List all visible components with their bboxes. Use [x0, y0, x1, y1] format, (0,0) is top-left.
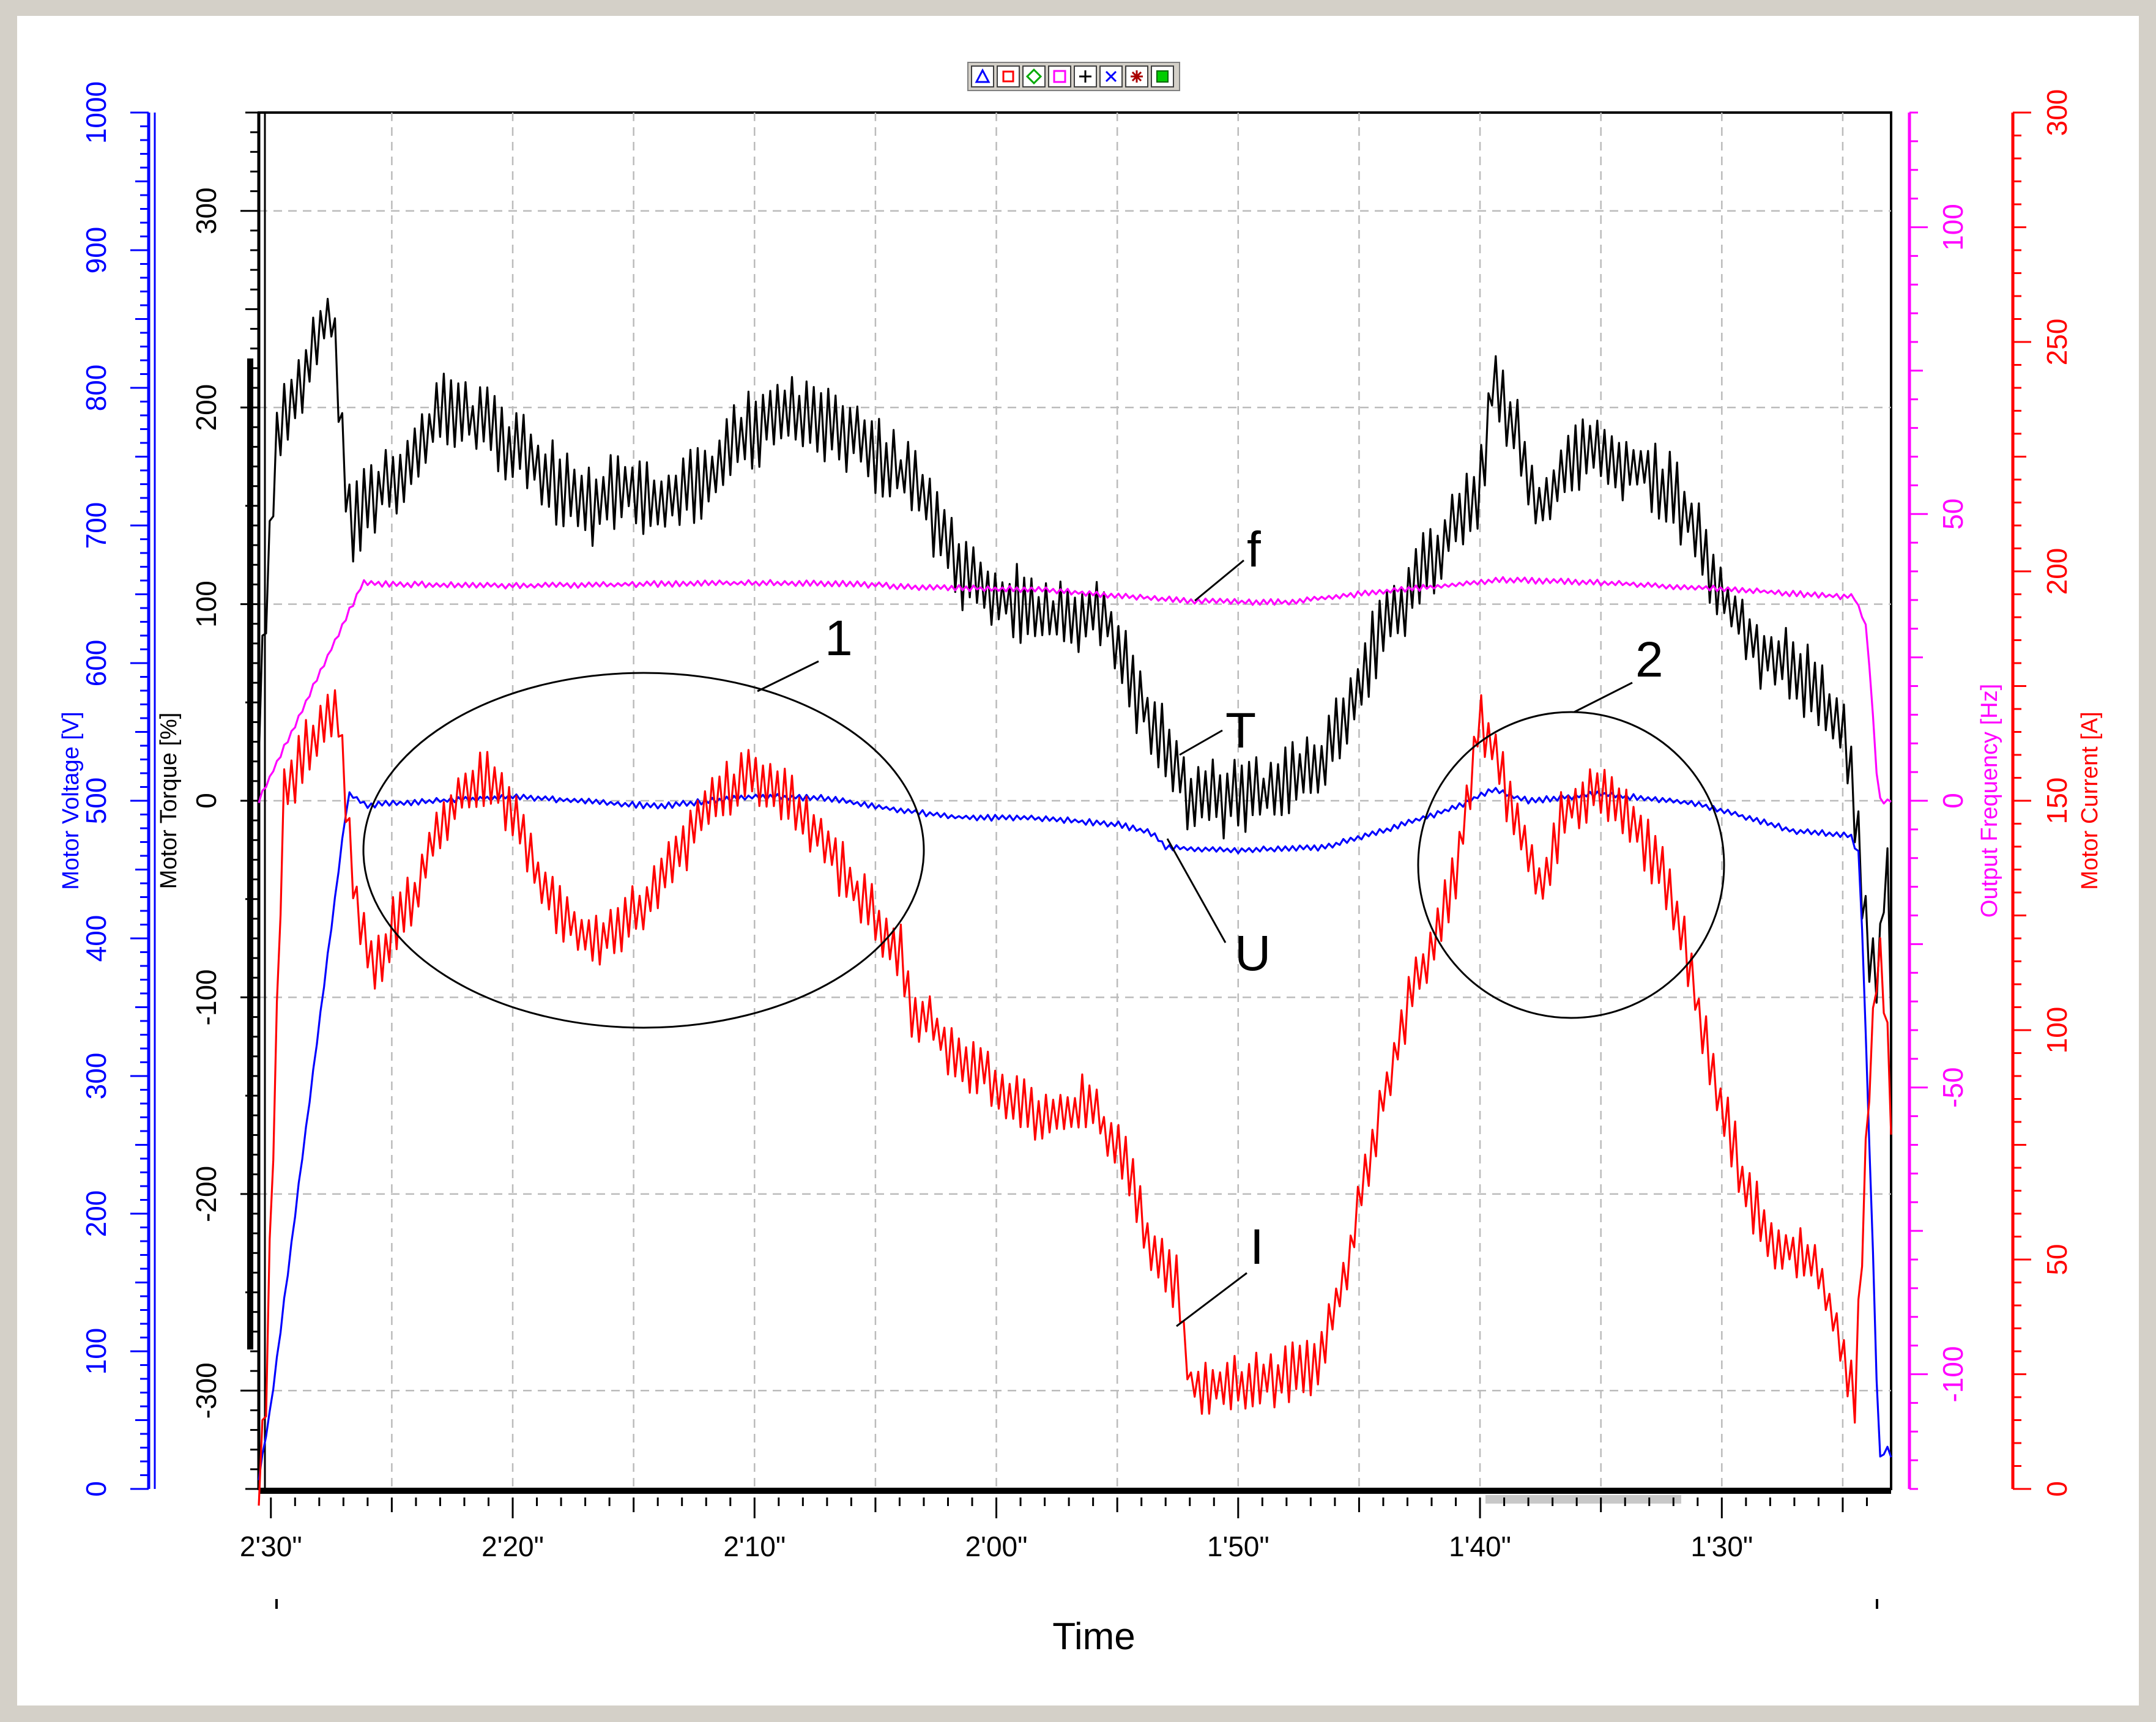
- voltage-tick-label: 100: [80, 1328, 112, 1375]
- torque-tick-label: 0: [190, 793, 222, 809]
- frequency-axis: -100 -50 0 50 100: [1908, 111, 1969, 1490]
- filled-square-marker-icon: [1151, 65, 1174, 87]
- annotation-i: I: [1176, 1219, 1264, 1327]
- marker-shape: [1105, 70, 1117, 83]
- torque-tick-label: -200: [190, 1166, 222, 1222]
- toolbar-button: [997, 65, 1020, 87]
- triangle-marker-icon: [971, 65, 994, 87]
- time-axis-scrollbar: [1485, 1495, 1681, 1504]
- marker-shape: [1002, 70, 1014, 83]
- marker-shape: [975, 68, 991, 83]
- chart-frame: 0 100 200 300 400 500 600 700 800 900 1000 -300 -20…: [17, 16, 2139, 1705]
- frequency-tick-label: 100: [1937, 204, 1969, 251]
- annotation-label-1: 1: [825, 610, 853, 666]
- toolbar-button: [1048, 65, 1071, 87]
- torque-tick-label: -300: [190, 1362, 222, 1419]
- frequency-axis-title: Output Frequency [Hz]: [1977, 684, 2002, 918]
- voltage-tick-label: 0: [80, 1481, 112, 1497]
- current-axis: 0 50 100 150 200 250 300: [2011, 89, 2073, 1497]
- toolbar-button: [1125, 65, 1148, 87]
- time-tick-label: 1'30": [1690, 1531, 1753, 1562]
- time-tick-label: 2'20": [481, 1531, 544, 1562]
- diamond-marker-icon: [1022, 65, 1046, 87]
- annotation-t: T: [1179, 703, 1256, 759]
- series-lines: [258, 297, 1892, 1506]
- x-marker-icon: [1099, 65, 1123, 87]
- torque-tick-label: 100: [190, 581, 222, 628]
- annotation-label-t: T: [1225, 703, 1256, 759]
- toolbar-button: [1074, 65, 1097, 87]
- current-tick-label: 300: [2041, 89, 2073, 136]
- annotation-label-f: f: [1247, 522, 1261, 577]
- annotation-u: U: [1166, 838, 1271, 981]
- torque-tick-label: -100: [190, 969, 222, 1025]
- marker-shape: [1053, 70, 1066, 83]
- square-marker-icon: [997, 65, 1020, 87]
- current-tick-label: 200: [2041, 548, 2073, 595]
- torque-tick-label: 300: [190, 187, 222, 234]
- time-tick-label: 1'40": [1449, 1531, 1511, 1562]
- plus-marker-icon: [1074, 65, 1097, 87]
- legend-toolbar: [967, 62, 1180, 91]
- marker-shape: [1156, 70, 1169, 83]
- annotation-ellipse-1: 1: [362, 610, 925, 1029]
- torque-tick-label: 200: [190, 384, 222, 431]
- marker-shape: [1131, 71, 1142, 82]
- annotation-label-i: I: [1250, 1219, 1264, 1275]
- frequency-tick-label: 50: [1937, 499, 1969, 530]
- current-tick-label: 250: [2041, 319, 2073, 366]
- series-line-i: [258, 689, 1892, 1506]
- voltage-tick-label: 500: [80, 777, 112, 825]
- current-tick-label: 150: [2041, 777, 2073, 825]
- time-tick-label: 2'30": [240, 1531, 302, 1562]
- voltage-tick-label: 900: [80, 227, 112, 274]
- voltage-tick-label: 800: [80, 365, 112, 412]
- voltage-tick-label: 400: [80, 915, 112, 962]
- torque-axis-title: Motor Torque [%]: [156, 713, 182, 889]
- star-marker-icon: [1125, 65, 1148, 87]
- voltage-tick-label: 300: [80, 1053, 112, 1100]
- frequency-tick-label: -50: [1937, 1067, 1969, 1108]
- torque-axis: -300 -200 -100 0 100 200 300: [190, 111, 266, 1490]
- annotation-label-u: U: [1235, 926, 1271, 981]
- current-tick-label: 100: [2041, 1007, 2073, 1054]
- square-outline-marker-icon: [1048, 65, 1071, 87]
- voltage-tick-label: 700: [80, 502, 112, 549]
- voltage-tick-label: 1000: [80, 81, 112, 144]
- current-tick-label: 50: [2041, 1244, 2073, 1275]
- annotation-f: f: [1194, 522, 1261, 602]
- series-line-f: [258, 576, 1892, 805]
- current-tick-label: 0: [2041, 1481, 2073, 1497]
- annotation-ellipse-2: 2: [1417, 632, 1725, 1019]
- voltage-axis: 0 100 200 300 400 500 600 700 800 900 1000: [80, 81, 156, 1497]
- frequency-tick-label: -100: [1937, 1346, 1969, 1402]
- current-axis-title: Motor Current [A]: [2077, 711, 2103, 889]
- voltage-tick-label: 200: [80, 1190, 112, 1238]
- time-tick-label: 2'00": [965, 1531, 1028, 1562]
- time-tick-label: 2'10": [723, 1531, 786, 1562]
- series-line-t: [258, 297, 1892, 1022]
- marker-shape: [1025, 68, 1043, 85]
- voltage-tick-label: 600: [80, 640, 112, 687]
- time-tick-label: 1'50": [1207, 1531, 1269, 1562]
- voltage-axis-title: Motor Voltage [V]: [58, 711, 84, 890]
- x-axis-title: Time: [1052, 1616, 1135, 1658]
- torque-axis-bar: [247, 358, 253, 1349]
- frequency-tick-label: 0: [1937, 793, 1969, 809]
- annotation-label-2: 2: [1635, 632, 1663, 688]
- time-axis: 2'30" 2'20" 2'10" 2'00" 1'50" 1'40" 1'30": [240, 1489, 1891, 1609]
